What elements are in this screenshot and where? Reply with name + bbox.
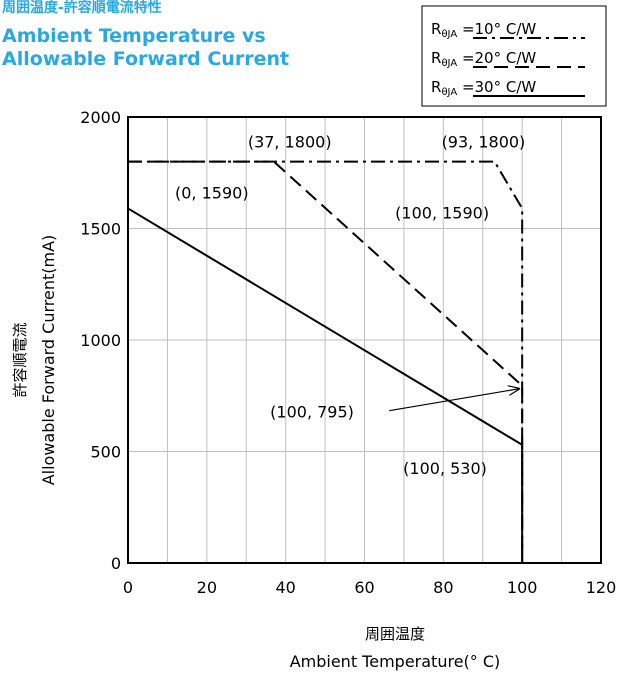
grid-lines [128, 117, 601, 563]
annotation-label: (100, 1590) [395, 203, 489, 222]
y-tick-label: 1500 [80, 220, 121, 239]
y-tick-label: 500 [90, 443, 121, 462]
annotation-label: (100, 530) [403, 459, 487, 478]
y-axis-label-japanese: 許容順電流 [11, 322, 29, 397]
annotation-label: (100, 795) [270, 403, 354, 422]
legend-box [421, 5, 607, 107]
x-tick-label: 120 [586, 578, 617, 597]
annotation-label: (37, 1800) [248, 133, 332, 152]
annotation-label: (93, 1800) [442, 133, 526, 152]
title-japanese: 周囲温度-許容順電流特性 [2, 0, 162, 16]
title-english-line1: Ambient Temperature vs [2, 25, 266, 47]
x-axis-label: Ambient Temperature(° C) [290, 652, 501, 671]
x-tick-label: 40 [275, 578, 295, 597]
y-axis-label: Allowable Forward Current(mA) [39, 235, 58, 486]
series-lines [127, 160, 524, 563]
plot-frame [127, 116, 602, 564]
annotation-label: (0, 1590) [175, 183, 249, 202]
y-tick-labels: 0 500 1000 1500 2000 [80, 108, 121, 573]
annotation-arrow [389, 389, 519, 412]
x-axis-label-japanese: 周囲温度 [365, 625, 425, 643]
title-english-line2: Allowable Forward Current [2, 48, 290, 70]
x-tick-label: 80 [433, 578, 453, 597]
x-tick-labels: 0 20 40 60 80 100 120 [123, 578, 616, 597]
x-tick-label: 100 [507, 578, 538, 597]
legend-label: RθJA =10° C/W [431, 20, 536, 40]
y-tick-label: 0 [111, 554, 121, 573]
y-tick-label: 1000 [80, 331, 121, 350]
chart-title: 周囲温度-許容順電流特性 Ambient Temperature vs Allo… [2, 0, 289, 71]
annotations: (37, 1800) (93, 1800) (0, 1590) (100, 1590)… [175, 133, 525, 478]
x-tick-label: 60 [354, 578, 374, 597]
y-tick-label: 2000 [80, 108, 121, 127]
series-line-dash-dot [128, 160, 524, 563]
x-tick-label: 20 [197, 578, 217, 597]
legend: RθJA =10° C/W RθJA =20° C/W RθJA =30° C/W [421, 5, 607, 107]
series-line-solid [127, 207, 524, 563]
legend-label: RθJA =20° C/W [431, 49, 536, 69]
legend-label: RθJA =30° C/W [431, 78, 536, 98]
x-tick-label: 0 [123, 578, 133, 597]
